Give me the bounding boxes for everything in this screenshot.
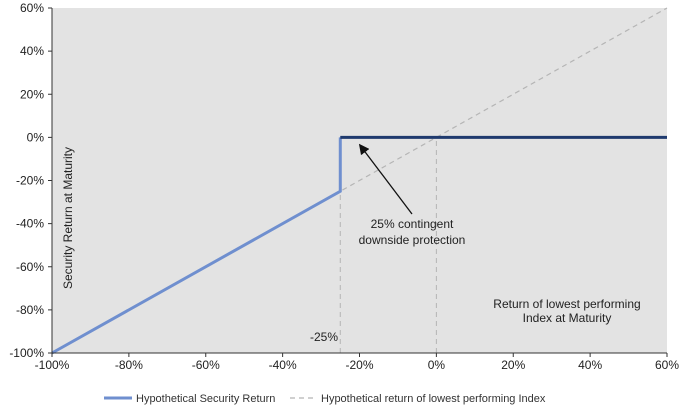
y-tick-label: -20%: [16, 174, 44, 188]
series-layer: [51, 7, 668, 355]
y-tick-label: 60%: [20, 1, 44, 15]
protection-arrow: [358, 143, 413, 215]
y-tick-label: -100%: [9, 346, 44, 360]
x-tick-label: 40%: [578, 358, 602, 372]
y-tick-label: 20%: [20, 87, 44, 101]
series-line-0: [51, 137, 342, 355]
x-axis-label-line-2: Index at Maturity: [523, 311, 612, 325]
legend: Hypothetical Security Return Hypothetica…: [104, 393, 546, 405]
y-tick-label: 40%: [20, 44, 44, 58]
x-tick-label: 60%: [655, 358, 679, 372]
y-tick-label: -60%: [16, 260, 44, 274]
protection-label-line-1: 25% contingent: [371, 217, 454, 231]
legend-label-security: Hypothetical Security Return: [136, 393, 275, 405]
x-tick-label: -60%: [192, 358, 220, 372]
x-tick-label: -100%: [35, 358, 70, 372]
y-ticks: -100% -80% -60% -40% -20% 0% 20% 40% 60%: [9, 1, 52, 360]
y-axis-label: Security Return at Maturity: [61, 147, 75, 289]
x-tick-label: -80%: [115, 358, 143, 372]
y-tick-label: -80%: [16, 303, 44, 317]
x-axis-label-line-1: Return of lowest performing: [493, 297, 640, 311]
x-tick-label: -20%: [345, 358, 373, 372]
threshold-label: -25%: [310, 330, 338, 344]
protection-label-line-2: downside protection: [359, 233, 466, 247]
x-tick-label: 20%: [501, 358, 525, 372]
x-tick-label: 0%: [428, 358, 446, 372]
y-tick-label: -40%: [16, 217, 44, 231]
x-tick-label: -40%: [269, 358, 297, 372]
x-ticks: -100% -80% -60% -40% -20% 0% 20% 40% 60%: [35, 353, 679, 372]
y-tick-label: 0%: [27, 130, 45, 144]
legend-label-index: Hypothetical return of lowest performing…: [321, 393, 546, 405]
